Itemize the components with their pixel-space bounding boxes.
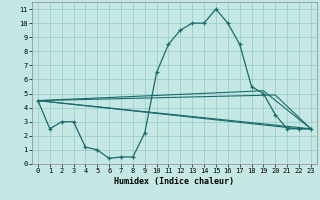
X-axis label: Humidex (Indice chaleur): Humidex (Indice chaleur) xyxy=(115,177,234,186)
